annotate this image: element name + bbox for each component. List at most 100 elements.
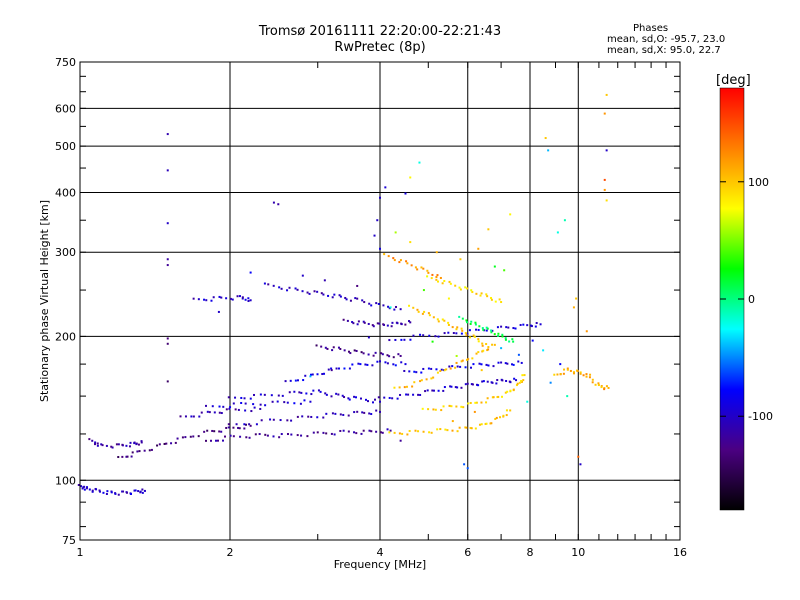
data-point [411, 385, 414, 388]
data-point [522, 379, 525, 382]
data-point [306, 435, 309, 438]
data-point [443, 319, 446, 322]
data-point [247, 297, 250, 300]
data-point [388, 431, 391, 434]
data-point [383, 396, 386, 399]
data-point [140, 440, 143, 443]
data-point [239, 435, 242, 438]
data-point [327, 368, 330, 371]
data-point [367, 322, 370, 325]
data-point [421, 312, 424, 315]
data-point [126, 455, 129, 458]
data-point [360, 432, 363, 435]
data-point [105, 492, 108, 495]
data-point [225, 408, 228, 411]
data-point [264, 404, 267, 407]
data-point [303, 399, 306, 402]
data-point [413, 381, 416, 384]
data-point [467, 358, 470, 361]
data-trace [204, 399, 312, 409]
data-point [316, 290, 319, 293]
data-point [258, 433, 261, 436]
data-point [312, 431, 315, 434]
data-point [158, 443, 161, 446]
data-point [363, 411, 366, 414]
data-point [443, 386, 446, 389]
data-point [179, 415, 182, 418]
data-point [469, 322, 472, 325]
data-trace [315, 344, 402, 359]
data-point [398, 261, 401, 264]
data-point [220, 296, 223, 299]
data-point [461, 359, 464, 362]
data-point [436, 428, 439, 431]
data-point [372, 354, 375, 357]
data-point [404, 192, 407, 195]
data-point [463, 463, 466, 466]
data-point [125, 444, 128, 447]
data-trace [426, 275, 503, 304]
data-point [105, 444, 108, 447]
data-point [232, 402, 235, 405]
data-point [387, 305, 390, 308]
data-point [93, 443, 96, 446]
data-point [379, 400, 381, 403]
data-point [392, 356, 395, 359]
data-point [101, 444, 104, 447]
data-point [294, 287, 297, 290]
data-point [454, 284, 457, 287]
data-point [478, 423, 481, 426]
data-point [460, 405, 463, 408]
data-point [170, 442, 173, 445]
data-point [299, 402, 302, 405]
data-point [460, 327, 463, 330]
data-point [176, 437, 179, 440]
data-point [460, 386, 463, 389]
data-point [361, 299, 364, 302]
data-point [211, 405, 214, 408]
data-point [466, 287, 469, 290]
data-point [281, 394, 284, 397]
data-point [486, 295, 489, 298]
data-point [339, 413, 342, 416]
data-point [348, 367, 351, 370]
data-point [382, 304, 385, 307]
data-point [313, 290, 316, 293]
data-point [346, 319, 349, 322]
data-point [96, 442, 99, 445]
data-point [296, 288, 299, 291]
data-point [397, 353, 400, 356]
data-point [585, 330, 588, 333]
data-point [198, 415, 201, 418]
data-point [229, 297, 232, 300]
data-point [460, 360, 463, 363]
data-point [490, 298, 493, 301]
data-trace [117, 423, 252, 459]
data-point [511, 363, 514, 366]
data-point [505, 326, 508, 329]
data-point [217, 310, 220, 313]
data-point [401, 432, 404, 435]
data-point [514, 327, 517, 330]
data-point [286, 433, 289, 436]
data-point [409, 176, 412, 179]
data-point [588, 376, 591, 379]
data-point [294, 379, 297, 382]
data-point [298, 391, 301, 394]
data-point [447, 297, 450, 300]
data-point [468, 329, 471, 332]
data-point [213, 411, 216, 414]
data-point [222, 405, 225, 408]
data-point [485, 293, 488, 296]
data-point [471, 291, 474, 294]
data-point [426, 389, 429, 392]
data-point [370, 430, 373, 433]
data-point [491, 343, 494, 346]
data-point [375, 302, 378, 305]
data-point [454, 366, 457, 369]
data-point [559, 373, 562, 376]
data-point [600, 386, 603, 389]
data-point [409, 321, 412, 324]
data-point [485, 326, 488, 329]
data-point [279, 419, 282, 422]
